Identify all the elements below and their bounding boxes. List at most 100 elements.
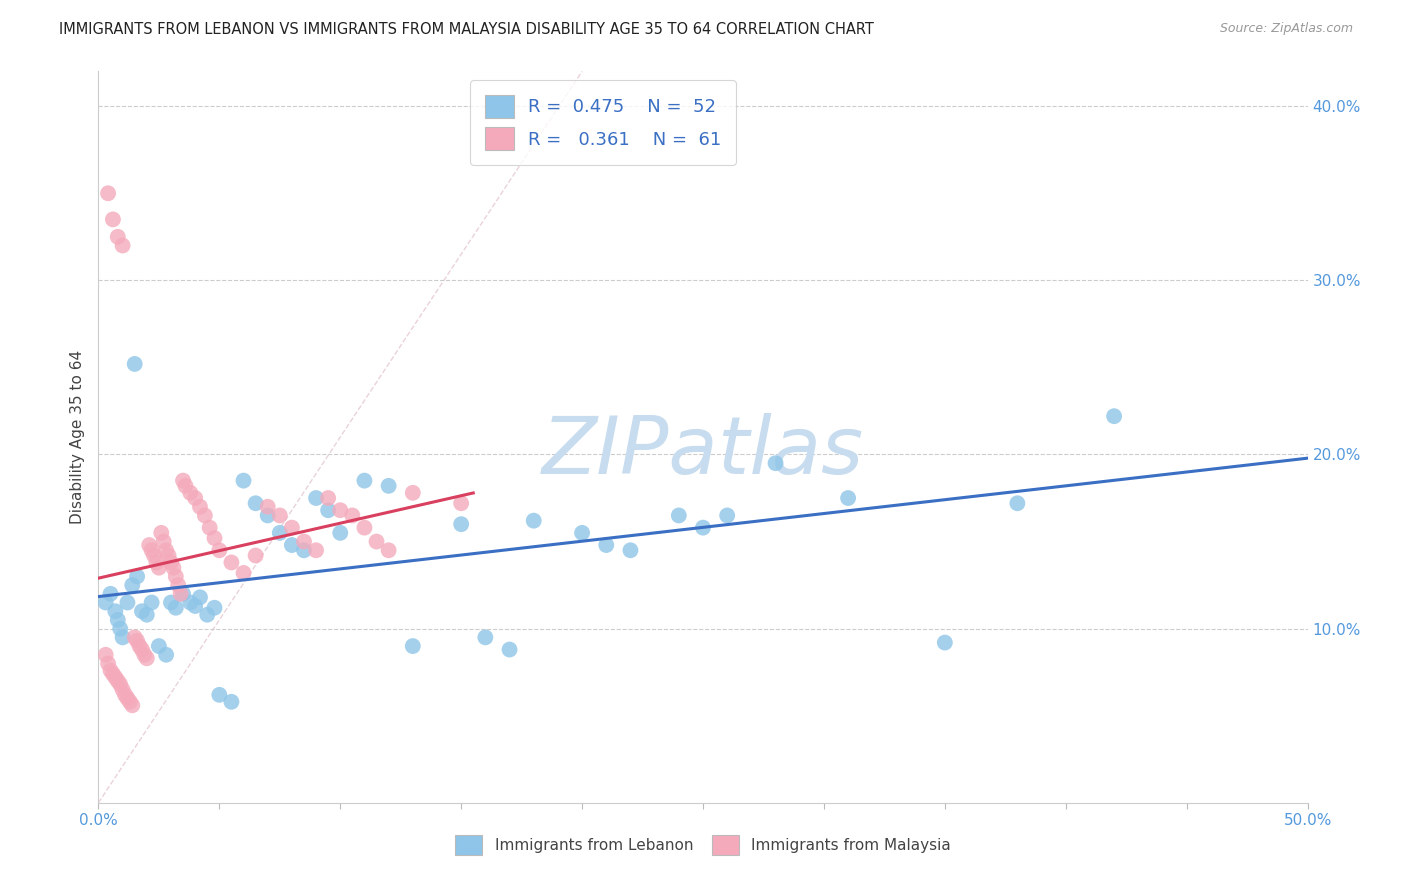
Point [118,695,141,709]
Point [100,664,122,678]
Point [160,595,183,609]
Point [135,607,157,622]
Point [179,485,201,500]
Point [94,648,117,662]
Point [134,648,156,662]
Point [148,639,170,653]
Point [1102,409,1125,424]
Point [353,474,375,488]
Point [221,556,243,570]
Point [117,691,139,706]
Point [281,521,304,535]
Point [111,238,134,252]
Point [474,631,496,645]
Point [108,622,131,636]
Point [619,543,641,558]
Point [121,578,143,592]
Point [934,635,956,649]
Y-axis label: Disability Age 35 to 64: Disability Age 35 to 64 [70,350,86,524]
Point [256,508,278,523]
Point [127,633,149,648]
Point [141,543,163,558]
Point [104,670,127,684]
Point [450,517,472,532]
Point [188,591,211,605]
Point [450,496,472,510]
Point [232,566,254,580]
Point [155,648,177,662]
Point [111,682,134,697]
Point [148,560,170,574]
Point [245,496,267,510]
Point [97,657,120,671]
Point [174,479,197,493]
Point [281,538,304,552]
Point [138,538,160,552]
Point [292,534,315,549]
Legend: Immigrants from Lebanon, Immigrants from Malaysia: Immigrants from Lebanon, Immigrants from… [449,830,957,861]
Point [765,456,787,470]
Point [595,538,617,552]
Point [184,599,207,613]
Point [692,521,714,535]
Point [101,212,124,227]
Point [329,525,352,540]
Point [292,543,315,558]
Point [329,503,352,517]
Point [377,479,399,493]
Point [366,534,388,549]
Point [114,688,136,702]
Point [169,587,191,601]
Point [232,474,254,488]
Point [198,521,221,535]
Point [152,534,174,549]
Point [165,600,187,615]
Text: IMMIGRANTS FROM LEBANON VS IMMIGRANTS FROM MALAYSIA DISABILITY AGE 35 TO 64 CORR: IMMIGRANTS FROM LEBANON VS IMMIGRANTS FR… [59,22,875,37]
Point [135,651,157,665]
Point [204,600,226,615]
Point [305,543,328,558]
Point [184,491,207,505]
Point [188,500,211,514]
Point [195,607,218,622]
Point [269,525,291,540]
Point [104,604,127,618]
Point [141,595,163,609]
Point [353,521,375,535]
Point [668,508,690,523]
Point [716,508,738,523]
Point [269,508,291,523]
Point [97,186,120,201]
Point [167,578,190,592]
Point [162,560,184,574]
Point [111,631,134,645]
Point [305,491,328,505]
Point [316,503,339,517]
Point [128,639,150,653]
Point [160,556,183,570]
Point [155,543,177,558]
Point [208,543,231,558]
Point [101,667,124,681]
Point [124,631,146,645]
Point [179,595,201,609]
Point [523,514,546,528]
Point [221,695,243,709]
Point [107,673,129,688]
Point [204,531,226,545]
Point [145,556,167,570]
Point [127,569,149,583]
Point [194,508,217,523]
Point [150,525,173,540]
Point [157,549,180,563]
Point [107,613,129,627]
Point [402,485,425,500]
Point [94,595,117,609]
Point [131,642,153,657]
Point [342,508,364,523]
Point [571,525,593,540]
Text: ZIPatlas: ZIPatlas [541,413,865,491]
Point [124,357,146,371]
Point [108,677,131,691]
Point [837,491,859,505]
